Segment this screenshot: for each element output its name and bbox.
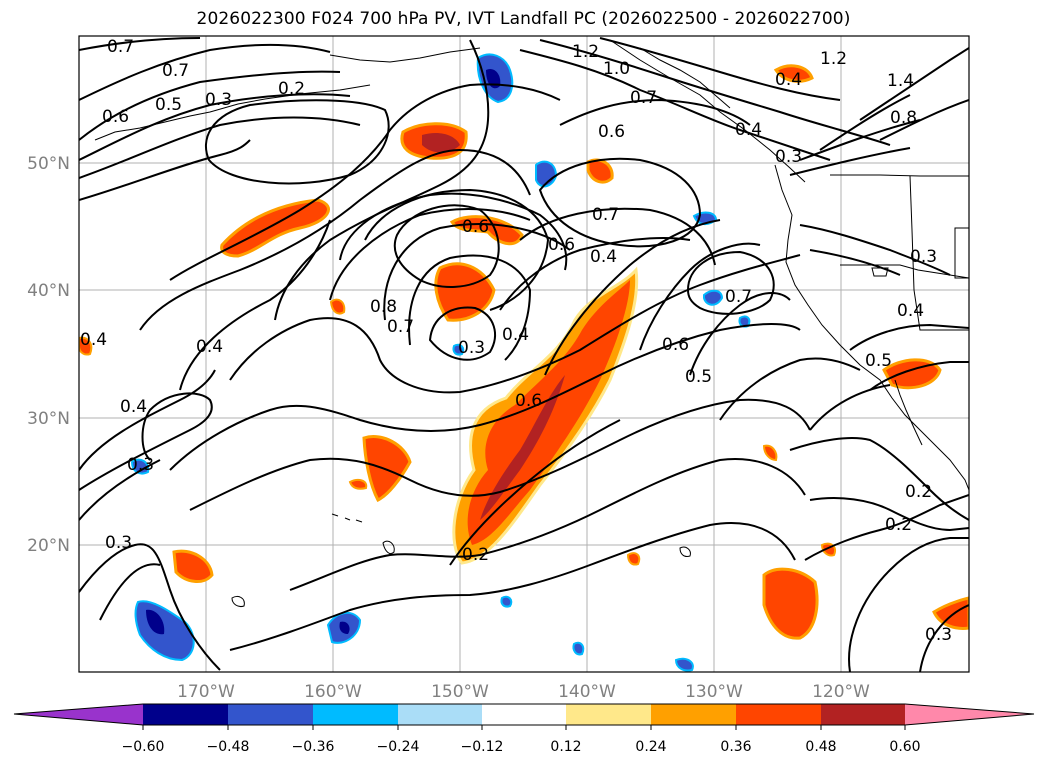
- lon-label-140w: 140°W: [558, 682, 616, 702]
- contour-label: 0.2: [462, 545, 489, 565]
- lat-label-20n: 20°N: [27, 536, 70, 556]
- colorbar-tick-label: 0.24: [635, 739, 666, 755]
- contour-label: 0.6: [515, 391, 542, 411]
- colorbar-tick-label: 0.60: [889, 739, 920, 755]
- contour-label: 0.2: [905, 482, 932, 502]
- contour-label: 0.3: [127, 455, 154, 475]
- contour-label: 0.4: [80, 330, 107, 350]
- contour-label: 0.6: [662, 335, 689, 355]
- contour-label: 0.3: [458, 338, 485, 358]
- contour-label: 0.4: [735, 120, 762, 140]
- longitude-labels: 170°W 160°W 150°W 140°W 130°W 120°W: [177, 682, 870, 702]
- ivt-positive-fill: [79, 64, 969, 640]
- lon-label-130w: 130°W: [685, 682, 743, 702]
- lon-label-120w: 120°W: [812, 682, 870, 702]
- contour-label: 0.2: [885, 515, 912, 535]
- colorbar-tick-label: −0.24: [377, 739, 420, 755]
- contour-label: 0.7: [630, 88, 657, 108]
- lat-label-30n: 30°N: [27, 409, 70, 429]
- colorbar-segment: [143, 704, 228, 725]
- colorbar-segment: [313, 704, 398, 725]
- colorbar-tick-label: −0.12: [461, 739, 504, 755]
- colorbar-segment: [398, 704, 482, 725]
- contour-label: 0.3: [910, 247, 937, 267]
- pv-contours: [79, 37, 969, 672]
- lon-label-160w: 160°W: [304, 682, 362, 702]
- contour-label: 0.5: [865, 351, 892, 371]
- map-title: 2026022300 F024 700 hPa PV, IVT Landfall…: [196, 9, 851, 29]
- contour-label: 0.8: [890, 108, 917, 128]
- colorbar-segment: [482, 704, 566, 725]
- contour-label: 0.3: [775, 147, 802, 167]
- colorbar-segment: [736, 704, 821, 725]
- colorbar-tick-label: 0.48: [805, 739, 836, 755]
- contour-label: 0.7: [592, 205, 619, 225]
- contour-label: 0.8: [370, 297, 397, 317]
- contour-label: 1.2: [572, 42, 599, 62]
- contour-label: 0.7: [387, 317, 414, 337]
- contour-label: 0.6: [548, 235, 575, 255]
- contour-label: 0.6: [598, 122, 625, 142]
- contour-label: 0.4: [590, 247, 617, 267]
- contour-label: 0.5: [155, 95, 182, 115]
- colorbar-tick-label: −0.48: [207, 739, 250, 755]
- colorbar-tick-label: −0.60: [122, 739, 165, 755]
- map-content: 0.7 0.7 0.6 0.5 0.3 0.2 1.2 1.0 0.7 0.6 …: [79, 36, 969, 672]
- colorbar: −0.60 −0.48 −0.36 −0.24 −0.12 0.12 0.24 …: [13, 703, 1035, 755]
- contour-label: 0.4: [502, 325, 529, 345]
- colorbar-segment: [651, 704, 736, 725]
- contour-label: 0.6: [462, 217, 489, 237]
- contour-label: 0.7: [162, 61, 189, 81]
- contour-label: 0.7: [107, 37, 134, 57]
- map-background: [79, 36, 969, 672]
- contour-label: 0.2: [278, 79, 305, 99]
- colorbar-segment: [566, 704, 651, 725]
- contour-label: 0.3: [105, 533, 132, 553]
- coastlines: [94, 39, 969, 607]
- colorbar-tick-label: 0.12: [550, 739, 581, 755]
- contour-label: 0.6: [102, 107, 129, 127]
- contour-label: 0.4: [120, 397, 147, 417]
- colorbar-extend-high: [905, 704, 1034, 725]
- latitude-labels: 50°N 40°N 30°N 20°N: [27, 154, 70, 556]
- lat-label-50n: 50°N: [27, 154, 70, 174]
- contour-label: 0.4: [897, 301, 924, 321]
- lon-label-170w: 170°W: [177, 682, 235, 702]
- contour-label: 0.7: [725, 287, 752, 307]
- contour-label: 1.0: [603, 59, 630, 79]
- contour-label: 0.4: [775, 70, 802, 90]
- contour-label: 1.4: [887, 71, 914, 91]
- map-frame: [78, 35, 970, 673]
- colorbar-segment: [228, 704, 313, 725]
- contour-label: 1.2: [820, 49, 847, 69]
- contour-label: 0.4: [196, 337, 223, 357]
- contour-labels: 0.7 0.7 0.6 0.5 0.3 0.2 1.2 1.0 0.7 0.6 …: [80, 37, 952, 645]
- colorbar-segment: [821, 704, 905, 725]
- colorbar-tick-label: 0.36: [720, 739, 751, 755]
- lat-label-40n: 40°N: [27, 281, 70, 301]
- contour-label: 0.5: [685, 367, 712, 387]
- colorbar-tick-label: −0.36: [292, 739, 335, 755]
- colorbar-extend-low: [14, 704, 143, 725]
- contour-label: 0.3: [925, 625, 952, 645]
- contour-label: 0.3: [205, 90, 232, 110]
- lon-label-150w: 150°W: [431, 682, 489, 702]
